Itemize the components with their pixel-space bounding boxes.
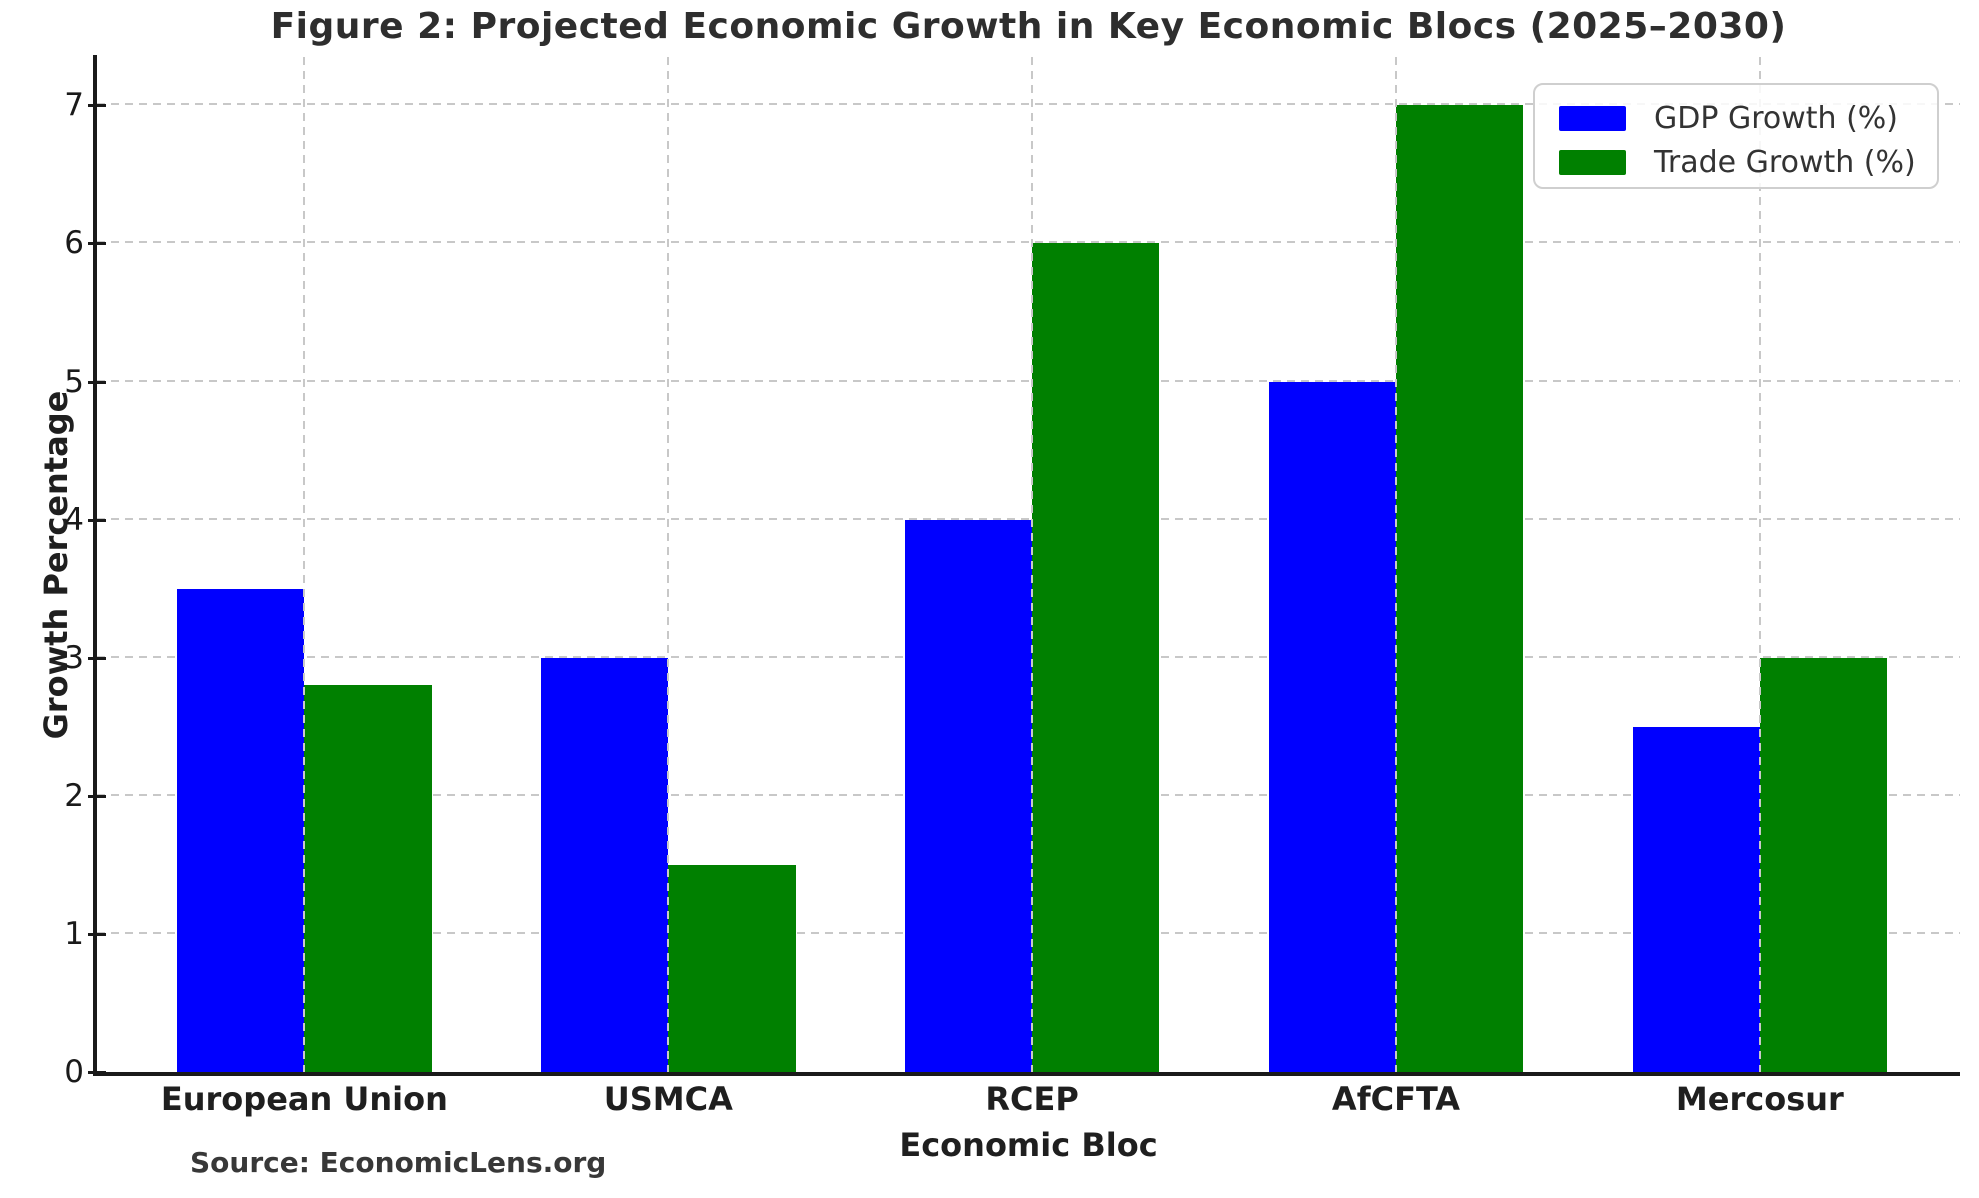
y-tick-mark	[88, 656, 106, 660]
legend-swatch	[1559, 105, 1626, 131]
gridline-horizontal	[97, 103, 1960, 106]
x-axis-label: Economic Bloc	[899, 1126, 1158, 1164]
y-tick-mark	[88, 518, 106, 522]
source-note: Source: EconomicLens.org	[190, 1146, 607, 1179]
y-tick-label: 0	[64, 1054, 84, 1090]
bar	[904, 519, 1033, 1072]
x-axis-spine	[93, 1072, 1960, 1076]
y-tick-mark	[88, 242, 106, 246]
bar	[177, 588, 305, 1072]
gridline-vertical	[1031, 57, 1034, 1072]
gridline-vertical	[1758, 57, 1761, 1072]
y-tick-mark	[88, 794, 106, 798]
x-tick-label: Mercosur	[1675, 1080, 1844, 1118]
gridline-horizontal	[97, 379, 1960, 382]
y-tick-mark	[88, 380, 106, 384]
y-tick-label: 2	[64, 777, 84, 814]
y-tick-label: 7	[64, 87, 84, 124]
y-tick-label: 6	[64, 225, 84, 262]
gridline-horizontal	[97, 241, 1960, 244]
x-tick-label: RCEP	[985, 1080, 1079, 1118]
y-tick-mark	[88, 104, 106, 108]
gridline-vertical	[303, 57, 306, 1072]
y-tick-label: 4	[64, 501, 84, 538]
legend-label: Trade Growth (%)	[1654, 144, 1916, 180]
plot-area: GDP Growth (%) Trade Growth (%)	[97, 57, 1960, 1072]
y-tick-mark	[88, 932, 106, 936]
gridline-vertical	[1395, 57, 1397, 1072]
y-axis-spine	[93, 55, 97, 1076]
y-tick-label: 1	[64, 915, 84, 952]
y-tick-mark	[88, 1071, 106, 1074]
y-tick-label: 3	[64, 639, 84, 676]
chart-title: Figure 2: Projected Economic Growth in K…	[270, 6, 1787, 47]
legend: GDP Growth (%) Trade Growth (%)	[1533, 83, 1939, 189]
bar	[1268, 381, 1396, 1072]
x-tick-label: European Union	[160, 1080, 448, 1118]
bar	[304, 685, 432, 1072]
x-tick-label: USMCA	[603, 1080, 733, 1118]
bar	[1396, 105, 1524, 1072]
legend-swatch	[1559, 149, 1626, 175]
bar	[1632, 726, 1760, 1072]
bar	[1759, 657, 1888, 1072]
legend-item: GDP Growth (%)	[1559, 96, 1937, 140]
bar	[668, 864, 796, 1072]
gridline-vertical	[667, 57, 670, 1072]
x-tick-label: AfCFTA	[1331, 1080, 1461, 1118]
gridline-horizontal	[97, 517, 1960, 520]
legend-label: GDP Growth (%)	[1654, 100, 1899, 136]
bar	[1032, 243, 1160, 1072]
legend-item: Trade Growth (%)	[1559, 140, 1937, 184]
y-tick-label: 5	[64, 363, 84, 400]
bar	[540, 657, 669, 1072]
